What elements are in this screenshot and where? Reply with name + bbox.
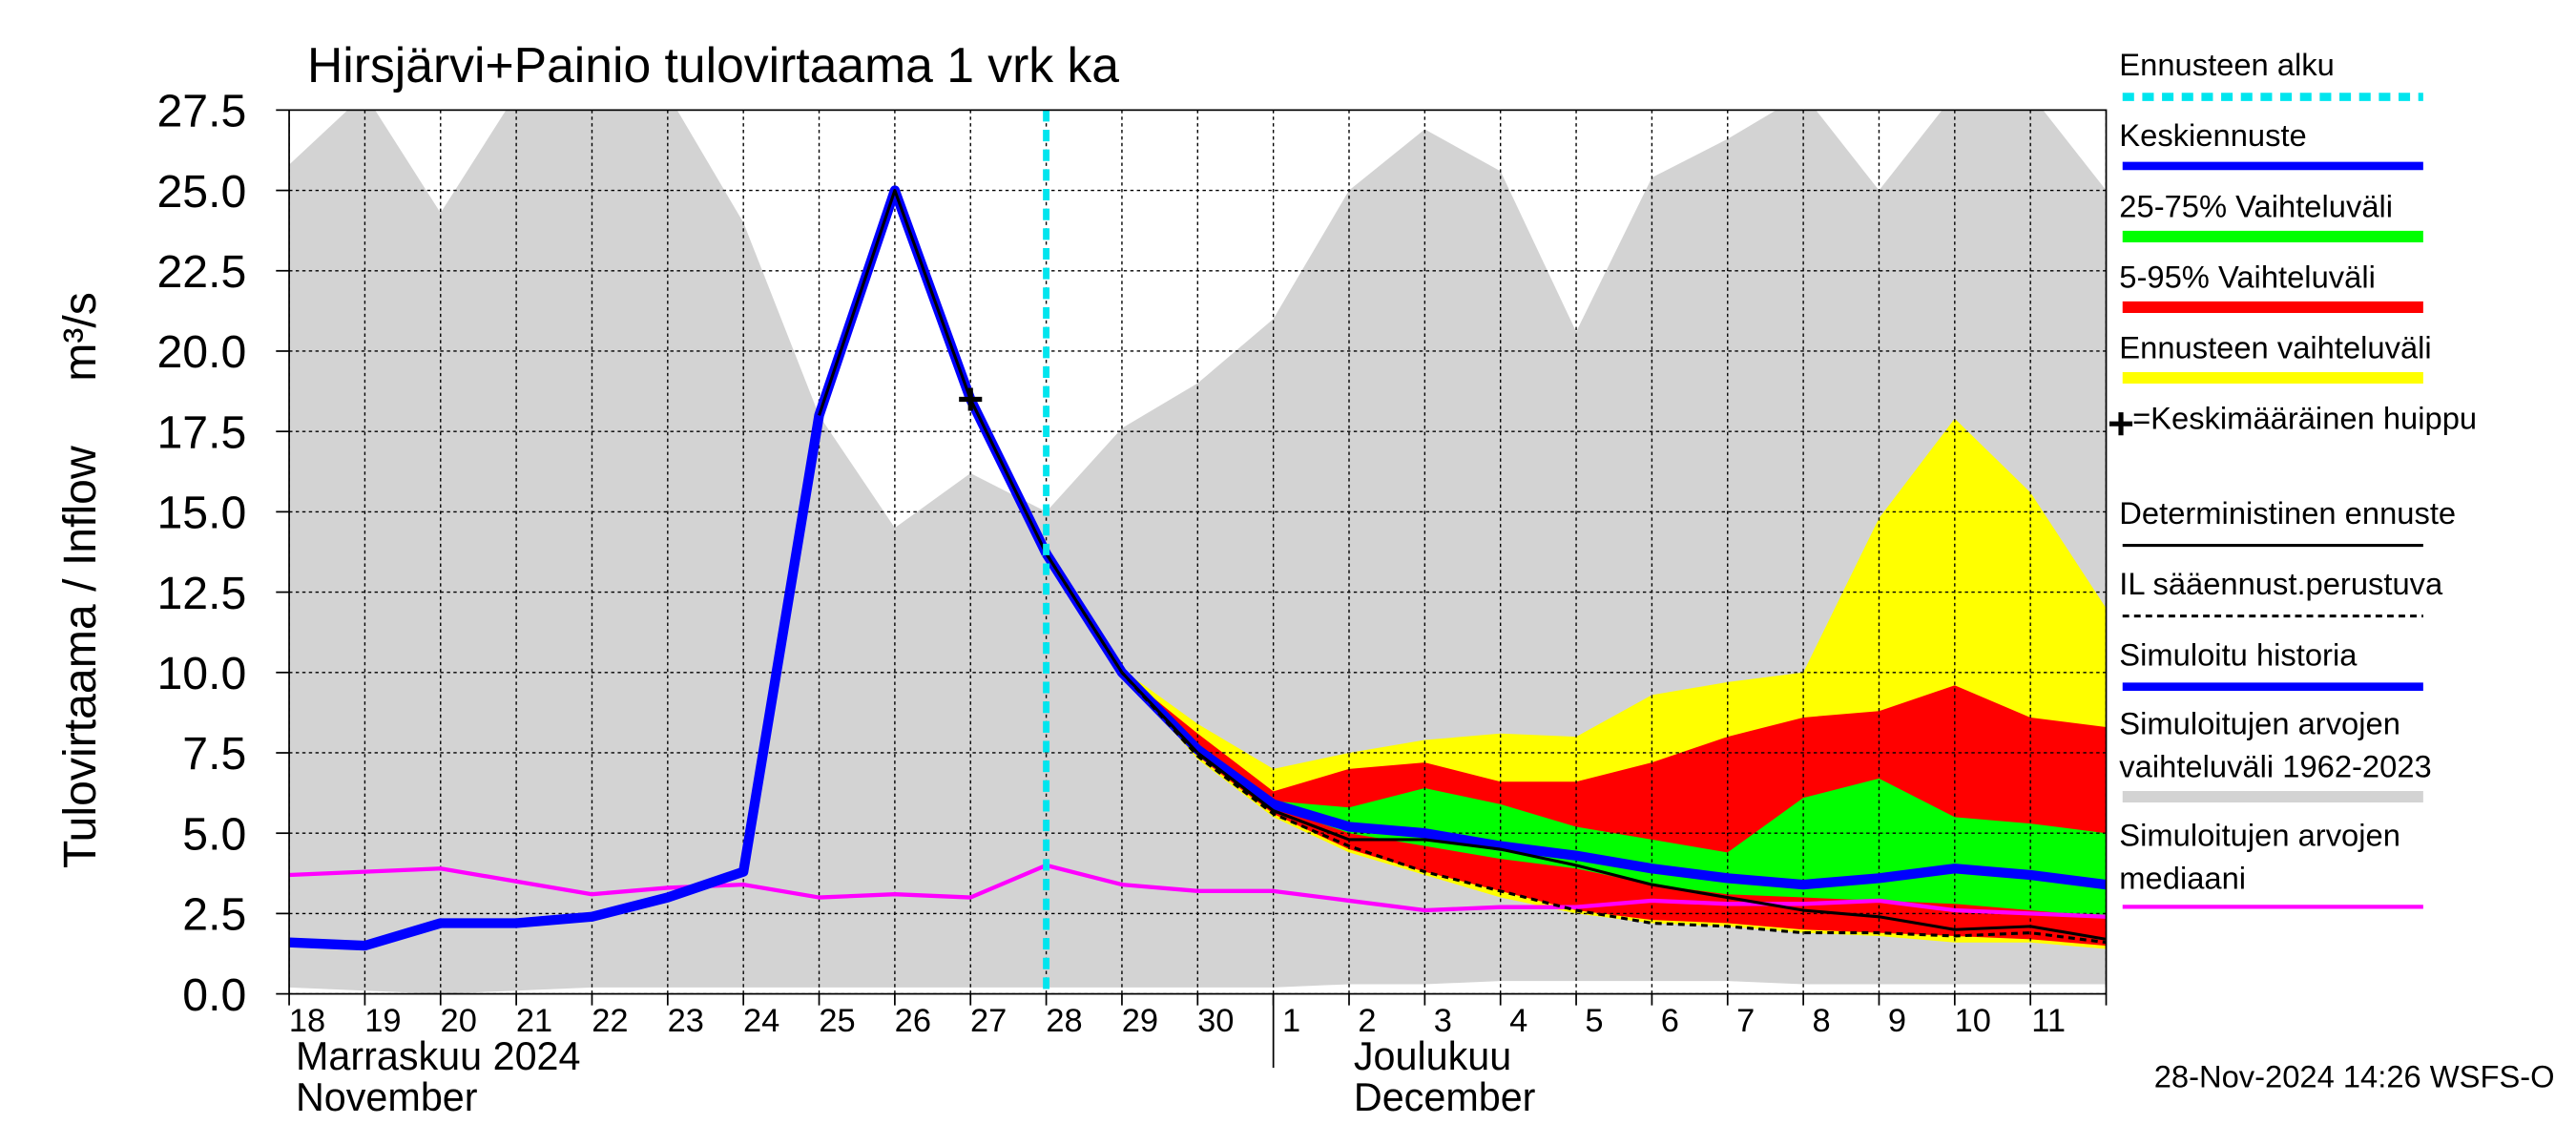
y-axis-label: Tulovirtaama / Inflow: [54, 446, 106, 868]
x-tick-label: 23: [668, 1003, 704, 1039]
y-tick-label: 20.0: [156, 326, 246, 378]
y-axis-unit: m³/s: [54, 292, 106, 382]
legend-label: Ennusteen alku: [2119, 49, 2335, 84]
plot-area: [289, 110, 2107, 994]
y-tick-label: 25.0: [156, 166, 246, 218]
legend-entry: Simuloitujen arvojen vaihteluväli 1962-2…: [2119, 708, 2432, 785]
x-tick-label: 27: [970, 1003, 1007, 1039]
x-tick-label: 10: [1955, 1003, 1991, 1039]
x-tick-label: 8: [1812, 1003, 1830, 1039]
legend: Ennusteen alku Keskiennuste 25-75% Vaihtel…: [2109, 49, 2478, 909]
y-tick-label: 27.5: [156, 86, 246, 137]
y-tick-label: 17.5: [156, 406, 246, 458]
legend-swatch: [2109, 412, 2133, 436]
x-tick-label: 29: [1122, 1003, 1158, 1039]
legend-label: =Keskimääräinen huippu: [2132, 402, 2478, 437]
legend-entry: 5-95% Vaihteluväli: [2119, 260, 2376, 296]
x-tick-label: 5: [1585, 1003, 1603, 1039]
legend-label: IL sääennust.perustuva: [2119, 568, 2443, 603]
x-tick-label: 20: [441, 1003, 477, 1039]
legend-label: Ennusteen vaihteluväli: [2119, 331, 2432, 366]
legend-entry: =Keskimääräinen huippu: [2132, 402, 2478, 437]
y-tick-label: 7.5: [182, 728, 246, 780]
y-tick-label: 2.5: [182, 889, 246, 941]
chart-title: Hirsjärvi+Painio tulovirtaama 1 vrk ka: [307, 37, 1119, 93]
x-tick-label: 26: [895, 1003, 931, 1039]
series-line: [818, 189, 2107, 941]
x-tick-label: 6: [1661, 1003, 1679, 1039]
x-tick-label: 30: [1197, 1003, 1234, 1039]
axes: 0.0 2.5 5.0 7.5 10.0 12.5 15.0 17.5 20.0 22.5 25.0…: [156, 86, 2108, 1069]
legend-entry: Ennusteen vaihteluväli: [2119, 331, 2432, 366]
legend-label: Simuloitujen arvojen vaihteluväli 1962-2…: [2119, 708, 2432, 785]
x-tick-label: 18: [289, 1003, 325, 1039]
x-tick-label: 11: [2031, 1003, 2066, 1039]
x-tick-label: 9: [1888, 1003, 1906, 1039]
legend-label: 25-75% Vaihteluväli: [2119, 190, 2394, 225]
x-tick-label: 28: [1046, 1003, 1082, 1039]
month-label: November: [296, 1075, 478, 1119]
legend-entry: Ennusteen alku: [2119, 49, 2335, 84]
x-tick-label: 7: [1736, 1003, 1755, 1039]
x-tick-label: 25: [819, 1003, 855, 1039]
x-tick-label: 22: [592, 1003, 628, 1039]
legend-label: Keskiennuste: [2119, 119, 2307, 155]
y-tick-label: 10.0: [156, 648, 246, 699]
x-tick-label: 4: [1509, 1003, 1527, 1039]
x-tick-label: 2: [1358, 1003, 1376, 1039]
month-label: Joulukuu: [1354, 1034, 1511, 1078]
month-label: December: [1354, 1075, 1536, 1119]
y-tick-label: 15.0: [156, 488, 246, 539]
x-tick-label: 21: [516, 1003, 552, 1039]
y-tick-label: 0.0: [182, 969, 246, 1021]
x-tick-label: 1: [1282, 1003, 1300, 1039]
peak-marker: [959, 387, 983, 411]
range-band: [1046, 553, 2107, 917]
legend-label: Simuloitu historia: [2119, 638, 2358, 674]
legend-label: 5-95% Vaihteluväli: [2119, 260, 2376, 296]
x-tick-label: 3: [1434, 1003, 1452, 1039]
series-line: [289, 863, 2107, 919]
month-label: Marraskuu 2024: [296, 1034, 581, 1078]
legend-entry: IL sääennust.perustuva: [2119, 568, 2443, 603]
x-tick-label: 24: [743, 1003, 779, 1039]
legend-entry: Keskiennuste: [2119, 119, 2307, 155]
legend-label: Simuloitujen arvojen mediaani: [2119, 820, 2400, 898]
legend-entry: Deterministinen ennuste: [2119, 497, 2457, 532]
legend-entry: Simuloitu historia: [2119, 638, 2358, 674]
series-line: [1042, 551, 2107, 890]
legend-entry: Simuloitujen arvojen mediaani: [2119, 820, 2400, 898]
legend-label: Deterministinen ennuste: [2119, 497, 2457, 532]
y-tick-label: 12.5: [156, 568, 246, 619]
y-tick-label: 22.5: [156, 246, 246, 298]
legend-entry: 25-75% Vaihteluväli: [2119, 190, 2394, 225]
x-tick-label: 19: [364, 1003, 401, 1039]
y-tick-label: 5.0: [182, 808, 246, 860]
footer: 28-Nov-2024 14:26 WSFS-O: [2154, 1059, 2555, 1094]
series-line: [1045, 552, 2107, 945]
